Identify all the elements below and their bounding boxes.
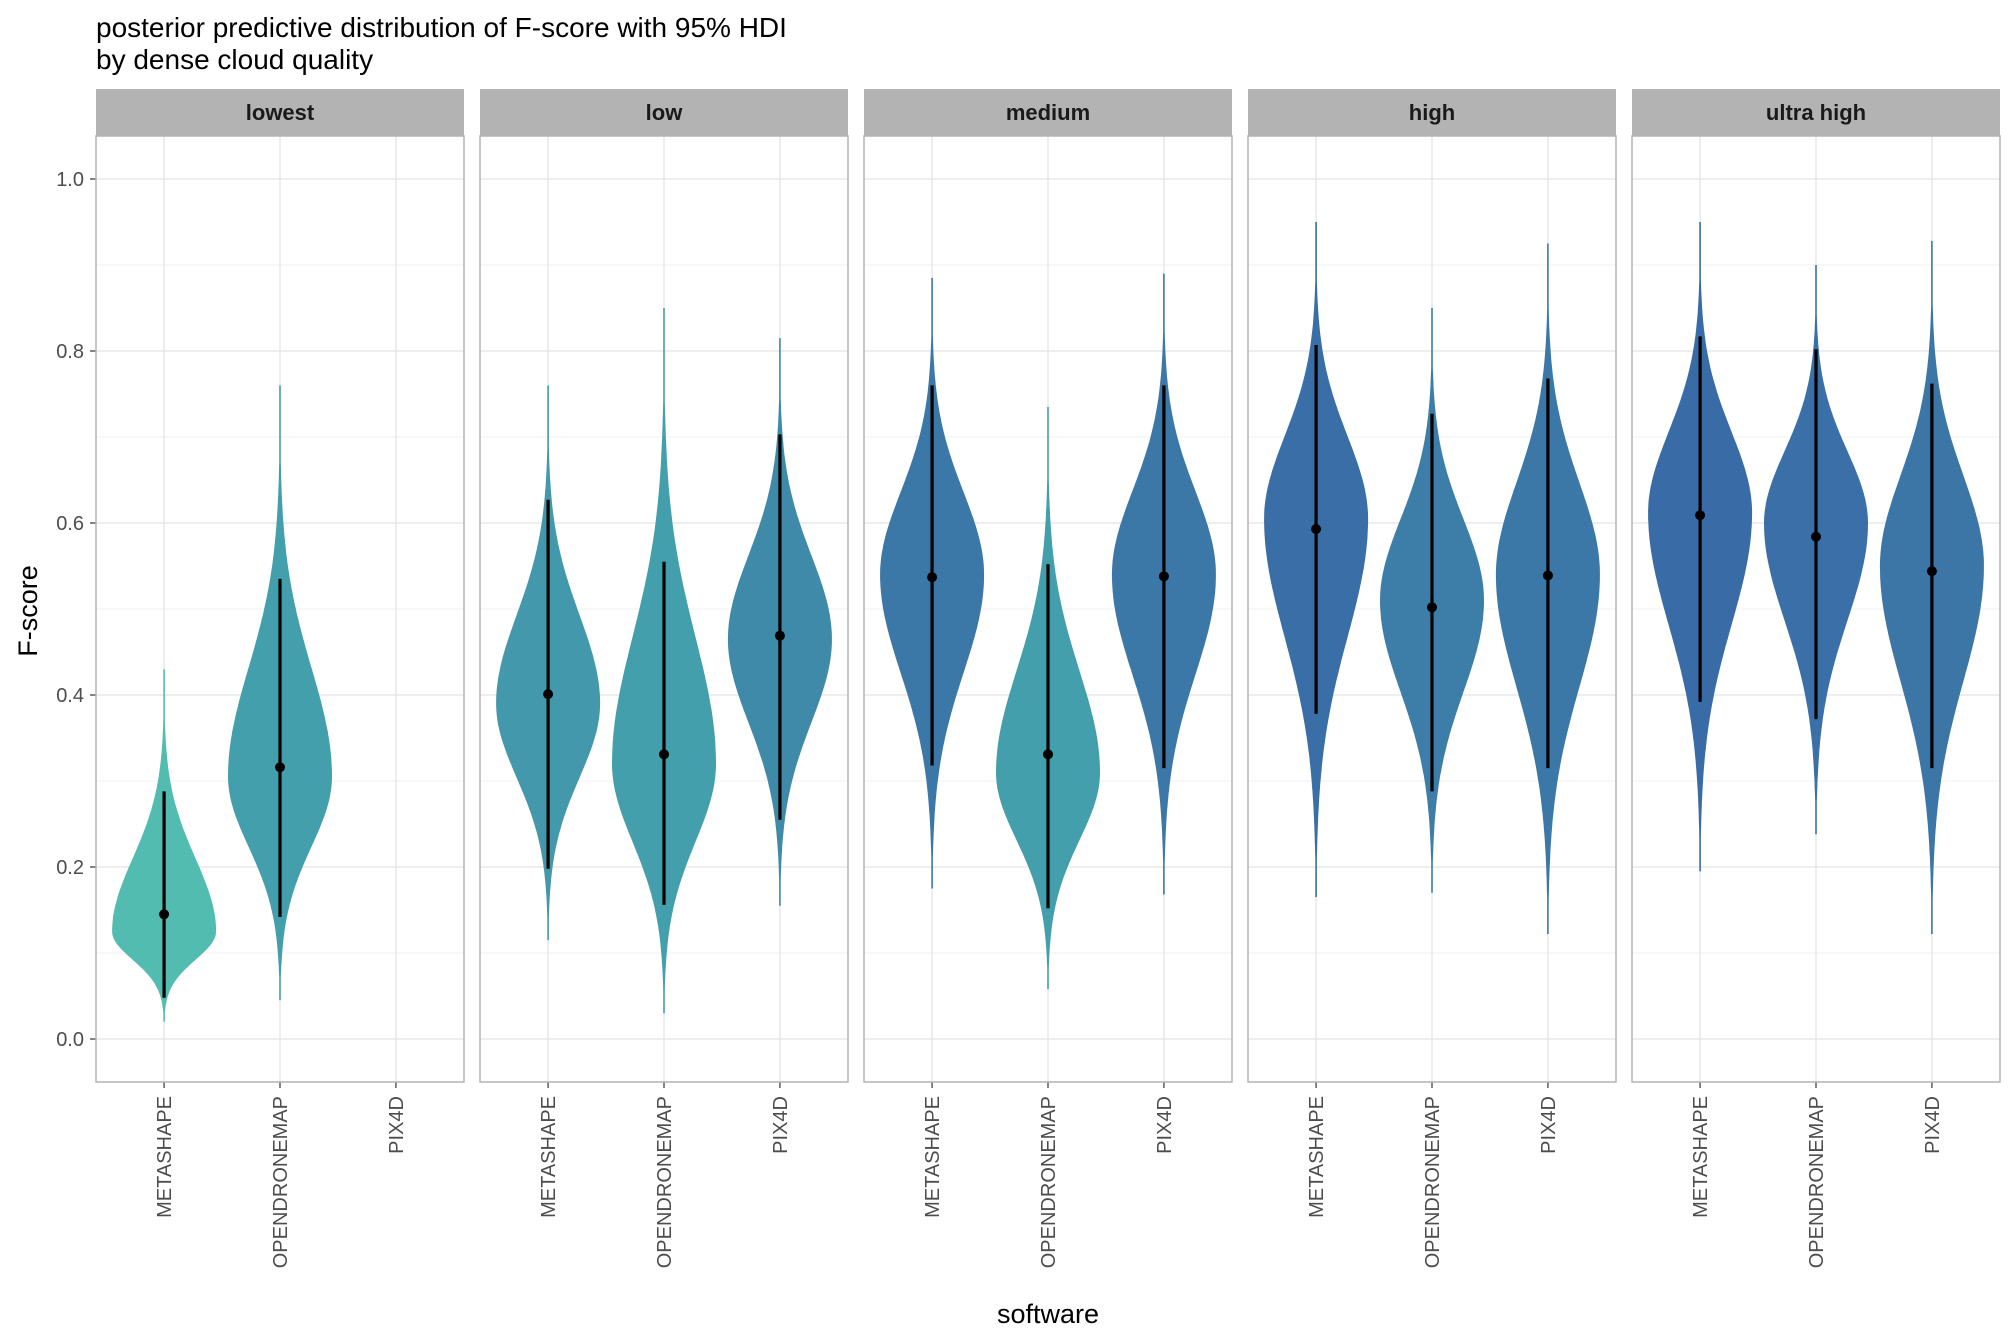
median-point <box>1043 749 1053 760</box>
x-tick-label: METASHAPE <box>154 1096 176 1218</box>
median-point <box>1311 524 1322 535</box>
median-point <box>543 689 554 700</box>
x-tick-label: PIX4D <box>1922 1096 1944 1154</box>
median-point <box>1542 570 1553 581</box>
median-point <box>1926 566 1937 577</box>
median-point <box>1427 602 1437 613</box>
facet-strip-label: high <box>1409 100 1455 125</box>
panel-border <box>479 135 849 1083</box>
chart-subtitle: by dense cloud quality <box>96 44 373 75</box>
facet-strip-label: medium <box>1006 100 1090 125</box>
median-point <box>159 909 170 920</box>
facet-strip-label: lowest <box>246 100 315 125</box>
x-axis-label: software <box>997 1299 1099 1329</box>
median-point <box>275 762 285 773</box>
facet-strip-label: ultra high <box>1766 100 1866 125</box>
median-point <box>927 572 938 583</box>
chart-title: posterior predictive distribution of F-s… <box>96 12 787 43</box>
x-tick-label: PIX4D <box>1538 1096 1560 1154</box>
x-tick-label: METASHAPE <box>1306 1096 1328 1218</box>
median-point <box>1811 531 1821 542</box>
facet-strip <box>1632 89 2000 136</box>
median-point <box>659 749 669 760</box>
facet-strip <box>864 89 1232 136</box>
x-tick-label: PIX4D <box>1154 1096 1176 1154</box>
y-tick-label: 0.0 <box>56 1029 84 1051</box>
x-tick-label: OPENDRONEMAP <box>1806 1096 1828 1268</box>
facet-panel: lowest METASHAPE OPENDRONEMAP PIX4D <box>90 89 465 1268</box>
x-tick-label: PIX4D <box>770 1096 792 1154</box>
median-point <box>774 630 785 641</box>
y-tick-label: 0.8 <box>56 341 84 363</box>
facet-strip <box>96 89 464 136</box>
facet-panels: 0.0 0.2 0.4 0.6 0.8 1.0 lowest METASHAPE OPENDRO… <box>56 89 2001 1268</box>
x-tick-label: METASHAPE <box>922 1096 944 1218</box>
median-point <box>1695 510 1706 521</box>
y-axis-label: F-score <box>13 565 43 657</box>
x-tick-label: METASHAPE <box>538 1096 560 1218</box>
facet-panel: medium METASHAPE OPENDRONEMAP PIX4D <box>863 89 1233 1268</box>
facet-strip-label: low <box>646 100 684 125</box>
y-tick-label: 0.4 <box>56 685 84 707</box>
x-tick-label: PIX4D <box>386 1096 408 1154</box>
x-tick-label: OPENDRONEMAP <box>270 1096 292 1268</box>
panel-border <box>95 135 465 1083</box>
x-tick-label: OPENDRONEMAP <box>654 1096 676 1268</box>
facet-strip <box>1248 89 1616 136</box>
panel-border <box>1247 135 1617 1083</box>
y-tick-label: 0.2 <box>56 857 84 879</box>
y-tick-label: 0.6 <box>56 513 84 535</box>
facet-panel: low METASHAPE OPENDRONEMAP PIX4D <box>479 89 849 1268</box>
panel-border <box>863 135 1233 1083</box>
facet-panel: high METASHAPE OPENDRONEMAP PIX4D <box>1247 89 1617 1268</box>
facet-strip <box>480 89 848 136</box>
x-tick-label: OPENDRONEMAP <box>1422 1096 1444 1268</box>
median-point <box>1158 571 1169 582</box>
y-tick-label: 1.0 <box>56 169 84 191</box>
facet-panel: ultra high METASHAPE OPENDRONEMAP PIX4D <box>1631 89 2001 1268</box>
x-tick-label: METASHAPE <box>1690 1096 1712 1218</box>
panel-border <box>1631 135 2001 1083</box>
x-tick-label: OPENDRONEMAP <box>1038 1096 1060 1268</box>
